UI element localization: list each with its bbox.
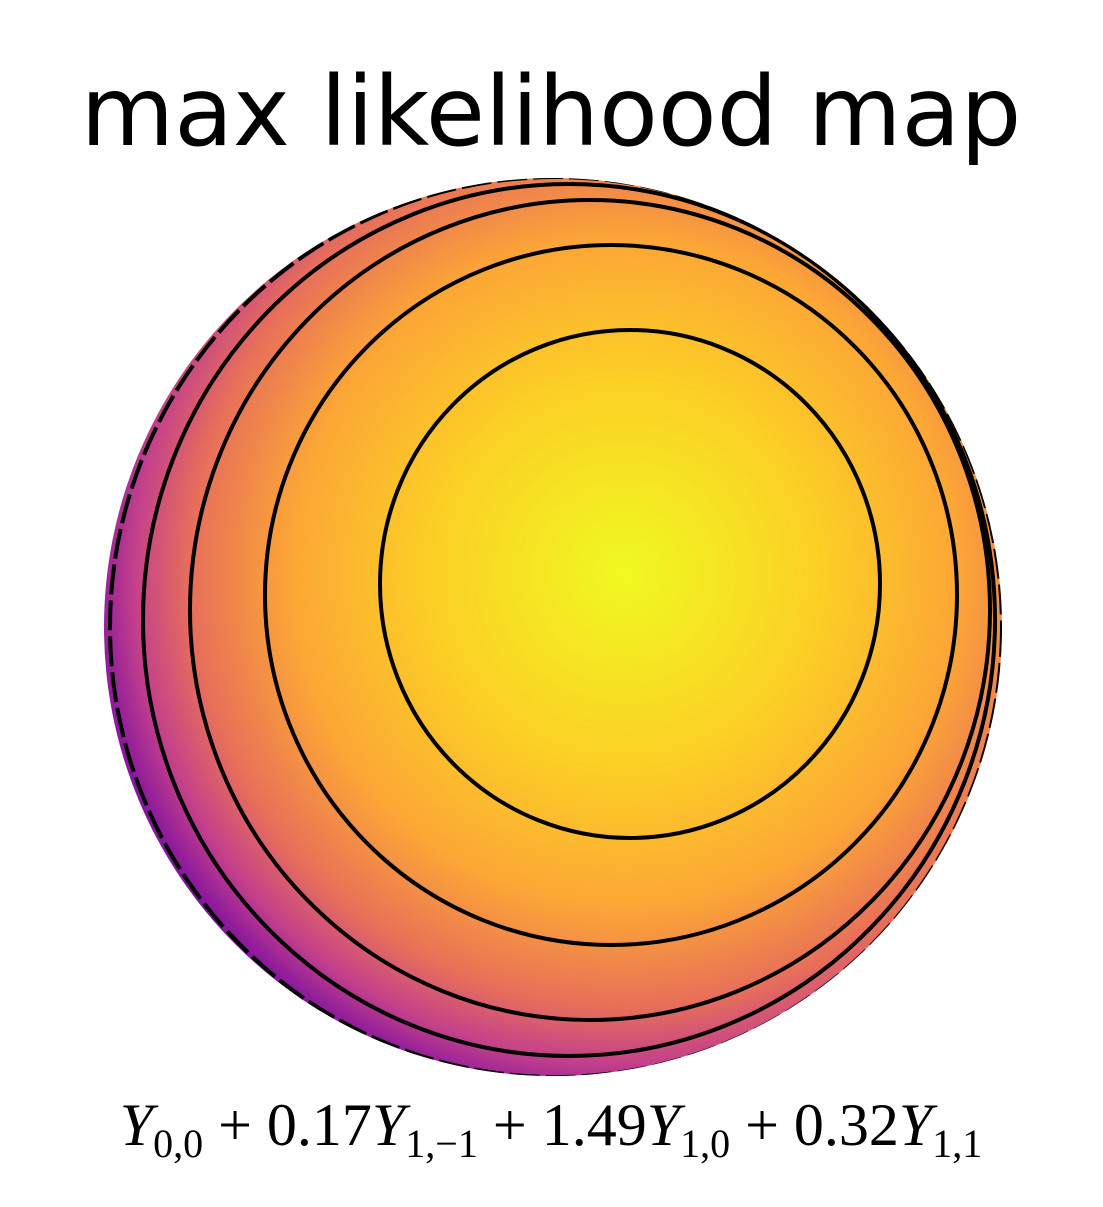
contour	[108, 178, 1002, 1076]
title: max likelihood map	[81, 56, 1022, 168]
contour	[188, 198, 992, 1022]
contour	[141, 182, 997, 1058]
symbol: Y	[372, 1092, 411, 1158]
operator: +	[218, 1092, 252, 1158]
subscript: 1,−1	[405, 1121, 478, 1166]
caption: Y0,0 + 0.17Y1,−1 + 1.49Y1,0 + 0.32Y1,1	[120, 1092, 983, 1170]
operator: +	[745, 1092, 779, 1158]
contour	[378, 328, 882, 840]
contours	[108, 178, 1002, 1076]
subscript: 1,0	[680, 1121, 730, 1166]
contour	[263, 243, 959, 947]
subscript: 1,1	[932, 1121, 982, 1166]
coefficient: 0.32	[794, 1092, 899, 1158]
symbol: Y	[647, 1092, 686, 1158]
coefficient: 1.49	[542, 1092, 647, 1158]
symbol: Y	[899, 1092, 938, 1158]
operator: +	[493, 1092, 527, 1158]
map-disc	[104, 178, 1002, 1076]
subscript: 0,0	[153, 1121, 203, 1166]
symbol: Y	[120, 1092, 159, 1158]
coefficient: 0.17	[267, 1092, 372, 1158]
